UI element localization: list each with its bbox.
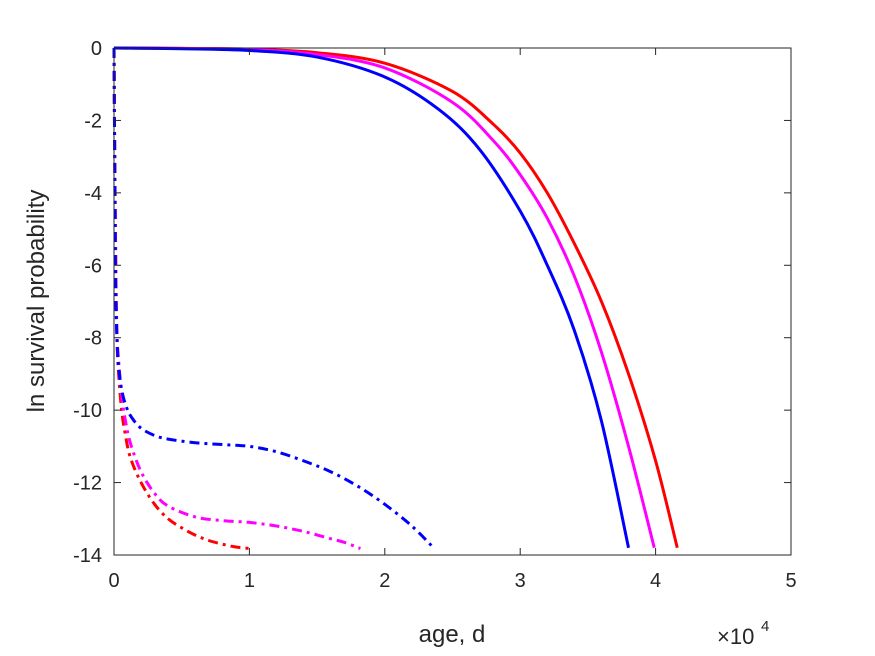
x-tick-label: 2 xyxy=(379,570,390,592)
x-tick-label: 4 xyxy=(650,570,661,592)
x-exponent-times: × xyxy=(717,624,730,649)
y-tick-label: -8 xyxy=(84,328,102,350)
y-tick-label: 0 xyxy=(91,38,102,60)
axes-box xyxy=(113,47,792,556)
x-tick-label: 0 xyxy=(108,570,119,592)
x-exponent-power: 4 xyxy=(761,618,769,635)
y-tick-label: -10 xyxy=(73,400,102,422)
plot-area xyxy=(114,48,791,555)
x-exponent-base: 10 xyxy=(730,624,754,649)
solid-series-line-2 xyxy=(113,46,630,549)
y-tick-label: -4 xyxy=(84,183,102,205)
y-tick-label: -12 xyxy=(73,473,102,495)
y-tick-label: -2 xyxy=(84,110,102,132)
y-tick-label: -6 xyxy=(84,255,102,277)
svg-text:×10: ×10 xyxy=(717,624,754,649)
y-axis-title: ln survival probability xyxy=(23,190,50,413)
dashdot-series-line-5 xyxy=(112,47,435,549)
x-tick-label: 3 xyxy=(515,570,526,592)
x-tick-label: 1 xyxy=(244,570,255,592)
x-tick-label: 5 xyxy=(785,570,796,592)
axes-layer xyxy=(113,47,792,556)
x-exponent-label: ×10 4 xyxy=(717,618,769,649)
ticks-layer: 0 1 2 3 4 5 0 -2 -4 -6 -8 -10 -12 -14 xyxy=(73,38,796,592)
y-tick-label: -14 xyxy=(73,545,102,567)
x-axis-title: age, d xyxy=(419,621,486,648)
dashdot-series-line-4 xyxy=(112,47,361,550)
